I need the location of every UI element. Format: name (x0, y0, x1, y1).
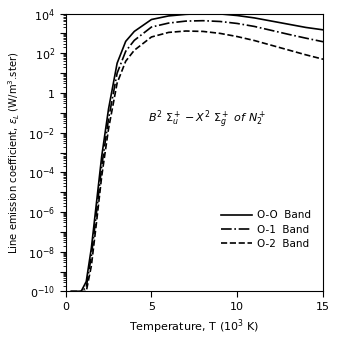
Y-axis label: Line emission coefficient, $\varepsilon_{L}$ (W/m$^3$.ster): Line emission coefficient, $\varepsilon_… (7, 51, 22, 254)
Text: $B^2\ \Sigma_u^+ - X^2\ \Sigma_g^+\ of\ N_2^+$: $B^2\ \Sigma_u^+ - X^2\ \Sigma_g^+\ of\ … (148, 109, 266, 131)
X-axis label: Temperature, T (10$^3$ K): Temperature, T (10$^3$ K) (129, 318, 259, 336)
Legend: O-O  Band, O-1  Band, O-2  Band: O-O Band, O-1 Band, O-2 Band (216, 206, 315, 253)
